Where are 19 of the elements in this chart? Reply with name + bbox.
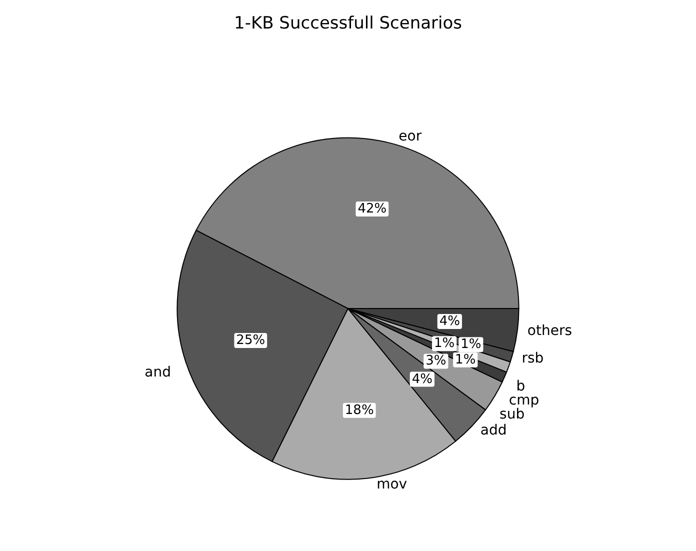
slice-label: eor	[398, 128, 422, 145]
slice-label: b	[516, 378, 526, 394]
data-label: 1%	[455, 352, 476, 368]
slice-label: mov	[376, 476, 408, 492]
data-label: 4%	[439, 314, 460, 330]
chart-title: 1-KB Successfull Scenarios	[234, 14, 462, 34]
slice-label: add	[480, 422, 507, 439]
data-label: 1%	[434, 336, 455, 352]
data-label: 4%	[412, 372, 432, 387]
data-label: 42%	[358, 201, 387, 216]
data-label: 18%	[344, 402, 374, 418]
slice-label: sub	[500, 406, 525, 422]
data-label: 1%	[460, 337, 482, 352]
slice-label: rsb	[522, 350, 544, 366]
data-label: 25%	[236, 333, 266, 348]
data-label: 3%	[426, 354, 446, 369]
slice-label: cmp	[508, 392, 540, 408]
slice-label: others	[527, 322, 572, 339]
slice-label: and	[144, 364, 172, 380]
